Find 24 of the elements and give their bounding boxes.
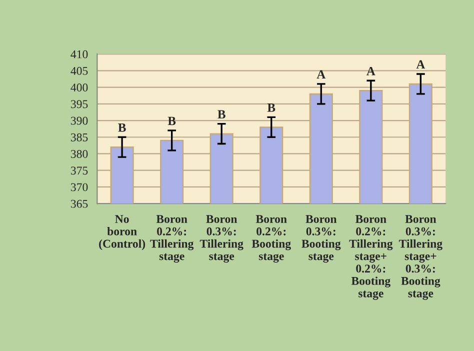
y-tick-label: 385	[71, 133, 88, 142]
annotation: A	[316, 70, 326, 79]
annotation: A	[416, 60, 426, 69]
y-tick-label: 390	[71, 116, 88, 125]
x-tick-label: No boron (Control)	[99, 215, 146, 250]
x-tick-label: Boron 0.3%: Tillering stage	[200, 215, 244, 263]
y-tick-label: 365	[71, 200, 88, 208]
y-tick-label: 395	[71, 100, 88, 108]
annotation: B	[168, 116, 176, 126]
x-tick-label: Boron 0.3%: Tillering stage+ 0.3%: Booting stage	[398, 215, 442, 300]
x-tick-label: Boron 0.2%: Tillering stage	[150, 215, 194, 263]
y-tick-label: 410	[70, 50, 88, 58]
y-tick-label: 400	[70, 84, 88, 92]
y-tick-label: 375	[71, 166, 88, 175]
y-tick-label: 370	[71, 183, 88, 192]
y-tick-label: 380	[71, 150, 88, 158]
x-tick-label: Boron 0.3%: Booting stage	[302, 215, 341, 263]
x-tick-label: Boron 0.2%: Booting stage	[252, 215, 291, 263]
annotation: B	[267, 104, 276, 112]
x-tick-label: Boron 0.2%: Tillering stage+ 0.2%: Booting stage	[349, 215, 393, 300]
annotation: A	[366, 66, 376, 76]
annotation: B	[118, 124, 126, 132]
y-tick-label: 405	[70, 66, 88, 75]
annotation: B	[218, 110, 226, 118]
